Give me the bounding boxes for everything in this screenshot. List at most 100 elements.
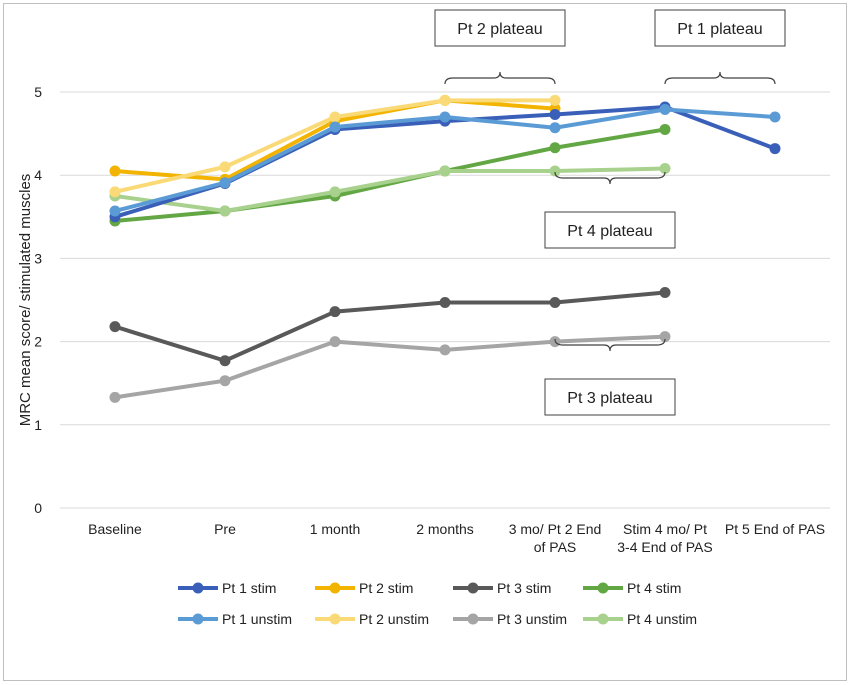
plateau-label: Pt 2 plateau [457, 21, 542, 38]
series-layer [109, 94, 781, 403]
data-point [769, 111, 781, 123]
plateau-brace [444, 71, 556, 85]
y-tick-label: 1 [34, 417, 42, 433]
x-tick-label: Stim 4 mo/ Pt 3-4 End of PAS [617, 521, 712, 555]
series-line [113, 290, 667, 363]
plateau-label-box [654, 9, 786, 47]
legend-item: Pt 3 stim [453, 580, 551, 596]
plateau-label-box [544, 211, 676, 249]
data-point [659, 103, 671, 115]
data-point [219, 355, 231, 367]
data-point [549, 122, 561, 134]
data-point [439, 344, 451, 356]
legend-label: Pt 3 stim [497, 580, 551, 596]
series-pt-4-unstim [109, 163, 671, 217]
x-tick-label-line: 2 months [416, 521, 474, 537]
x-tick-label-line: 3 mo/ Pt 2 End [509, 521, 602, 537]
plateau-label: Pt 1 plateau [677, 21, 762, 38]
data-point [329, 306, 341, 318]
data-point [109, 205, 121, 217]
data-point [549, 142, 561, 154]
legend-label: Pt 2 stim [359, 580, 413, 596]
plateau-brace [554, 338, 666, 352]
plateau-annotations: Pt 2 plateau Pt 1 plateau Pt 4 plateau Pt 3… [434, 9, 786, 416]
data-point [329, 121, 341, 133]
x-tick-label-line: of PAS [534, 539, 577, 555]
x-tick-label-line: Stim 4 mo/ Pt [623, 521, 707, 537]
legend-item: Pt 2 stim [315, 580, 413, 596]
plateau-label: Pt 3 plateau [567, 390, 652, 407]
y-tick-label: 2 [34, 334, 42, 350]
plateau-brace [554, 171, 666, 185]
y-tick-label: 4 [34, 167, 42, 183]
legend-label: Pt 4 unstim [627, 611, 697, 627]
data-point [659, 287, 671, 299]
x-tick-label-line: 3-4 End of PAS [617, 539, 712, 555]
series-line [113, 166, 667, 213]
legend-label: Pt 3 unstim [497, 611, 567, 627]
legend-item: Pt 1 stim [178, 580, 276, 596]
data-point [109, 391, 121, 403]
x-tick-label: Pt 5 End of PAS [725, 521, 825, 537]
data-point [329, 336, 341, 348]
legend-item: Pt 3 unstim [453, 611, 567, 627]
plateau-label: Pt 4 plateau [567, 223, 652, 240]
legend-item: Pt 1 unstim [178, 611, 292, 627]
legend-swatch-marker [192, 613, 204, 625]
plateau-brace [664, 71, 776, 85]
data-point [219, 205, 231, 217]
data-point [109, 186, 121, 198]
plateau-label-box [544, 378, 676, 416]
data-point [659, 123, 671, 135]
y-tick-label: 3 [34, 250, 42, 266]
data-point [769, 143, 781, 155]
legend-item: Pt 4 unstim [583, 611, 697, 627]
legend-swatch-marker [467, 582, 479, 594]
data-point [219, 375, 231, 387]
x-tick-label-line: 1 month [310, 521, 361, 537]
legend-swatch-marker [467, 613, 479, 625]
legend-swatch-marker [597, 613, 609, 625]
legend-item: Pt 4 stim [583, 580, 681, 596]
legend-swatch-marker [329, 613, 341, 625]
y-tick-labels: 0 1 2 3 4 5 [34, 84, 42, 516]
data-point [329, 186, 341, 198]
y-tick-label: 5 [34, 84, 42, 100]
x-tick-labels: Baseline Pre 1 month 2 months 3 mo/ Pt 2 End… [88, 521, 825, 555]
legend-label: Pt 4 stim [627, 580, 681, 596]
x-tick-label-line: Pre [214, 521, 236, 537]
data-point [329, 111, 341, 123]
y-tick-label: 0 [34, 500, 42, 516]
data-point [109, 165, 121, 177]
data-point [549, 108, 561, 120]
x-tick-label-line: Pt 5 End of PAS [725, 521, 825, 537]
legend: Pt 1 stim Pt 2 stim Pt 3 stim Pt 4 stim Pt 1… [178, 580, 697, 627]
x-tick-label: 2 months [416, 521, 474, 537]
series-pt-3-stim [109, 287, 671, 367]
data-point [439, 111, 451, 123]
legend-label: Pt 1 stim [222, 580, 276, 596]
data-point [549, 165, 561, 177]
series-pt-1-unstim [109, 103, 781, 217]
legend-swatch-marker [192, 582, 204, 594]
data-point [109, 321, 121, 333]
x-tick-label-line: Baseline [88, 521, 142, 537]
data-point [439, 165, 451, 177]
data-point [439, 94, 451, 106]
legend-label: Pt 2 unstim [359, 611, 429, 627]
data-point [659, 331, 671, 343]
series-line [113, 334, 667, 400]
series-line [113, 127, 667, 223]
data-point [219, 177, 231, 189]
x-tick-label: Pre [214, 521, 236, 537]
data-point [439, 296, 451, 308]
legend-swatch-marker [597, 582, 609, 594]
data-point [549, 94, 561, 106]
y-axis-label: MRC mean score/ stimulated muscles [17, 174, 34, 427]
x-tick-label: Baseline [88, 521, 142, 537]
series-pt-2-unstim [109, 94, 561, 198]
data-point [659, 163, 671, 175]
plateau-label-box [434, 9, 566, 47]
data-point [219, 161, 231, 173]
